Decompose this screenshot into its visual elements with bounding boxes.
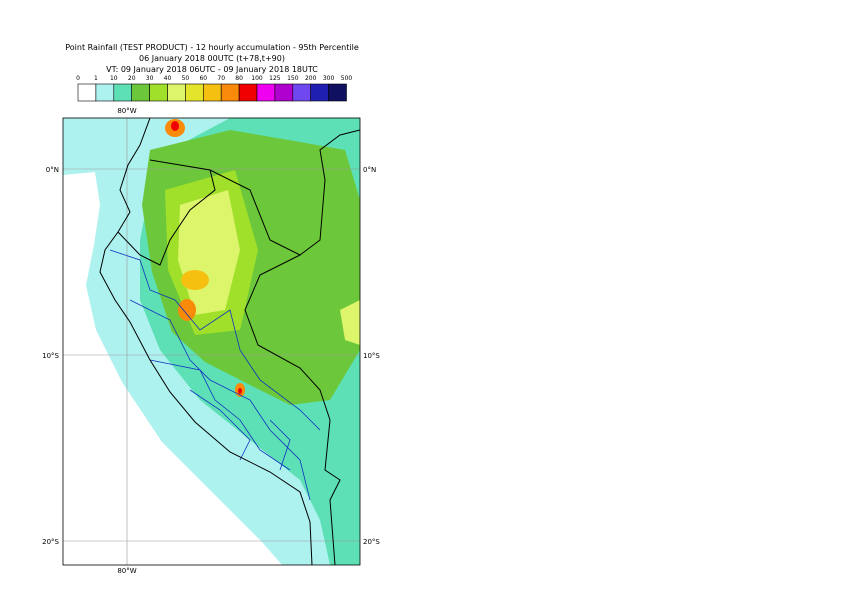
- legend-label: 50: [182, 75, 190, 82]
- legend-swatch: [149, 83, 168, 102]
- field-red: [171, 121, 179, 131]
- lat-label: 0°N: [46, 166, 59, 174]
- legend-swatch: [274, 83, 294, 102]
- legend-swatch: [77, 83, 97, 102]
- lat-label: 10°S: [363, 352, 380, 360]
- legend-label: 20: [128, 75, 136, 82]
- lon-label: 80°W: [117, 107, 136, 115]
- legend-label: 0: [76, 75, 80, 82]
- lon-label: 80°W: [117, 567, 136, 575]
- legend-label: 300: [323, 75, 335, 82]
- graticule: [63, 118, 360, 565]
- lat-label: 0°N: [363, 166, 376, 174]
- legend-swatch: [310, 83, 329, 102]
- legend-swatch: [185, 83, 204, 102]
- legend-label: 70: [217, 75, 225, 82]
- legend-label: 500: [341, 75, 353, 82]
- legend-swatch: [292, 83, 311, 102]
- title-block: Point Rainfall (TEST PRODUCT) - 12 hourl…: [65, 43, 359, 74]
- legend-label: 1: [94, 75, 98, 82]
- admin-border: [129, 299, 311, 501]
- field-gold: [181, 270, 209, 290]
- rainfall-field: [63, 118, 360, 565]
- field-yellow: [340, 300, 360, 345]
- legend: 0 1 10 20 30 40 50 60 70 80 100 125 150 200 300 500: [76, 75, 353, 102]
- legend-label: 80: [235, 75, 243, 82]
- legend-label: 40: [164, 75, 172, 82]
- legend-swatch: [220, 83, 240, 102]
- legend-swatch: [113, 83, 133, 102]
- legend-label: 60: [199, 75, 207, 82]
- legend-swatch: [238, 83, 258, 102]
- admin-borders: [109, 249, 321, 501]
- country-border: [117, 159, 216, 266]
- axis-labels: 80°W 80°W 0°N 0°N 10°S 10°S 20°S 20°S: [42, 107, 380, 575]
- legend-swatch: [95, 83, 115, 102]
- legend-swatch: [167, 83, 186, 102]
- title-line: VT: 09 January 2018 06UTC - 09 January 2…: [106, 65, 318, 74]
- coast-borders: [99, 118, 360, 565]
- lat-label: 10°S: [42, 352, 59, 360]
- field-red: [238, 388, 242, 394]
- title-line: 06 January 2018 00UTC (t+78,t+90): [139, 54, 285, 63]
- legend-swatch: [328, 83, 347, 102]
- admin-border: [109, 249, 321, 431]
- lat-label: 20°S: [363, 538, 380, 546]
- coastline: [99, 118, 313, 565]
- field-orange: [178, 299, 196, 321]
- legend-label: 10: [110, 75, 118, 82]
- legend-swatch: [256, 83, 276, 102]
- legend-swatch: [131, 83, 150, 102]
- legend-label: 30: [146, 75, 154, 82]
- legend-swatch: [203, 83, 222, 102]
- legend-label: 100: [251, 75, 263, 82]
- legend-label: 150: [287, 75, 299, 82]
- admin-border: [189, 389, 291, 471]
- map-frame: [62, 117, 361, 566]
- title-line: Point Rainfall (TEST PRODUCT) - 12 hourl…: [65, 43, 359, 52]
- field-dry: [63, 172, 282, 565]
- country-border: [244, 254, 341, 565]
- lat-label: 20°S: [42, 538, 59, 546]
- country-border: [209, 129, 360, 256]
- legend-label: 125: [269, 75, 281, 82]
- legend-label: 200: [305, 75, 317, 82]
- admin-border: [149, 359, 291, 471]
